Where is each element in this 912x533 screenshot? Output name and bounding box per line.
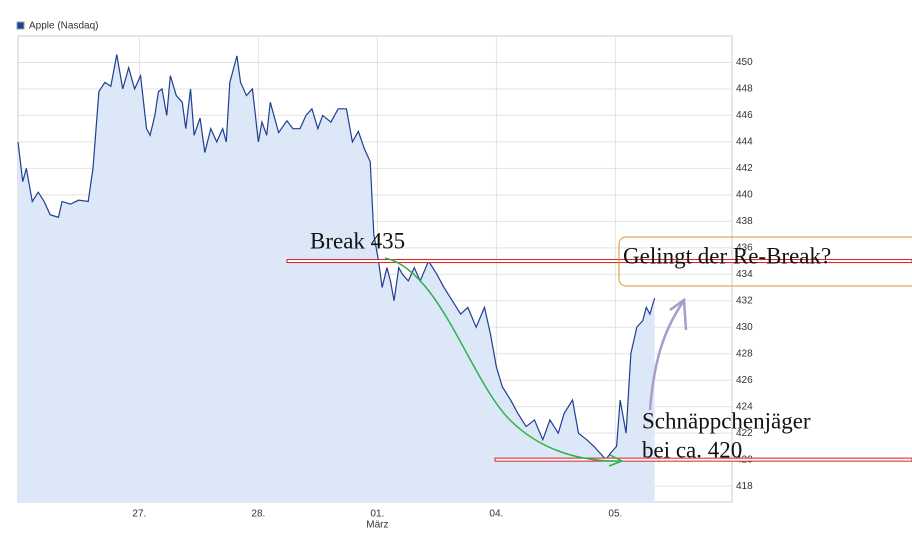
y-tick-label: 422 [736, 428, 753, 439]
level-line [494, 457, 912, 462]
y-tick-label: 428 [736, 348, 753, 359]
x-tick-label: 27. [132, 509, 146, 520]
y-tick-label: 442 [736, 163, 753, 174]
y-tick-label: 432 [736, 295, 753, 306]
x-tick-label: 04. [489, 509, 503, 520]
area [18, 54, 655, 503]
green-arrowhead [608, 454, 624, 467]
y-tick-label: 418 [736, 481, 753, 492]
y-tick-label: 424 [736, 401, 753, 412]
green-arrow [384, 257, 623, 462]
y-tick-label: 446 [736, 110, 753, 121]
month-label: März [366, 520, 388, 531]
x-tick-label: 28. [251, 509, 265, 520]
annotation: Gelingt der Re-Break? [623, 243, 831, 268]
y-tick-label: 450 [736, 57, 753, 68]
y-tick-label: 434 [736, 269, 753, 280]
legend-label: Apple (Nasdaq) [29, 21, 98, 32]
legend-swatch [16, 21, 25, 30]
annotation: bei ca. 420 [642, 437, 742, 462]
y-tick-label: 440 [736, 190, 753, 201]
y-tick-label: 448 [736, 84, 753, 95]
purple-arrowhead [669, 297, 688, 331]
y-tick-label: 426 [736, 375, 753, 386]
annotation: Break 435 [310, 228, 405, 253]
y-tick-label: 430 [736, 322, 753, 333]
line [17, 54, 656, 461]
annotation-box [618, 236, 912, 287]
level-line [286, 259, 912, 264]
x-tick-label: 01. [370, 509, 384, 520]
y-tick-label: 444 [736, 137, 753, 148]
purple-arrow [648, 301, 685, 411]
y-tick-label: 436 [736, 242, 753, 253]
y-tick-label: 438 [736, 216, 753, 227]
x-tick-label: 05. [608, 509, 622, 520]
annotation: Schnäppchenjäger [642, 408, 811, 433]
